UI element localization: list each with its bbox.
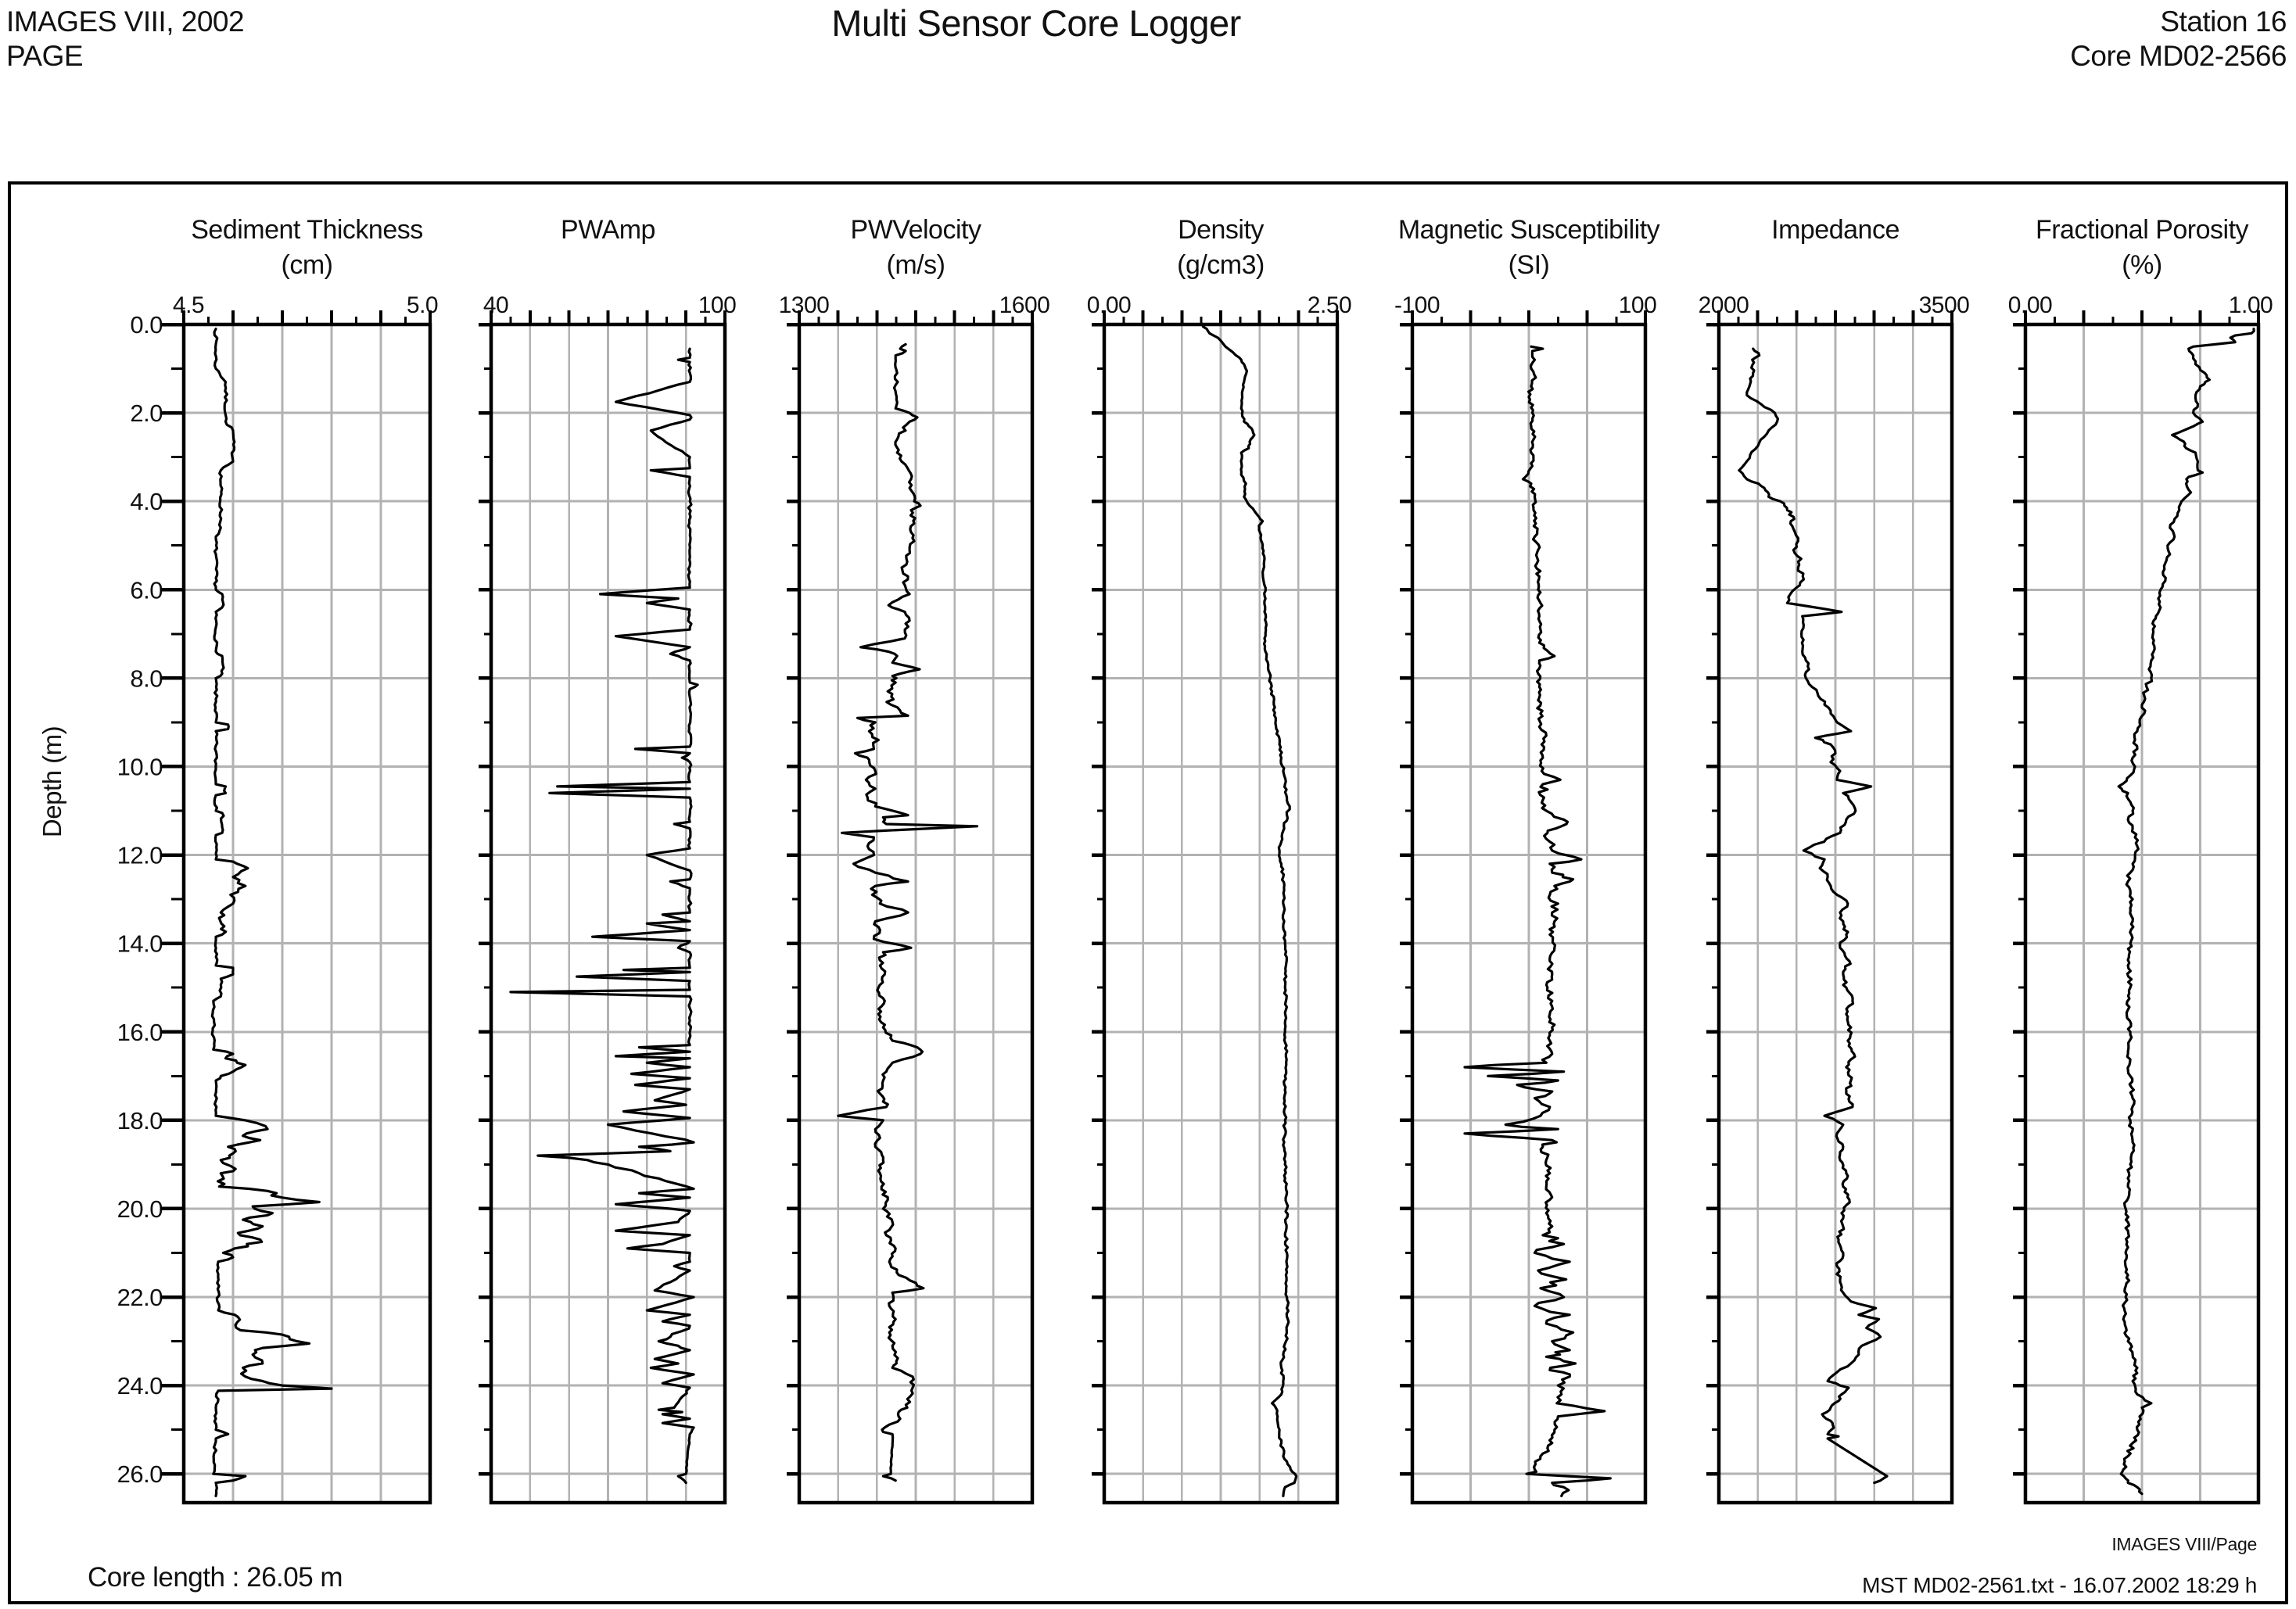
panel-title: (g/cm3) — [1177, 250, 1265, 280]
project-label: IMAGES VIII, 2002 — [6, 5, 245, 38]
axis-min-label: 1300 — [779, 292, 830, 318]
panel-border — [489, 322, 727, 1505]
header-project-page: IMAGES VIII, 2002 PAGE — [6, 5, 245, 73]
axis-max-label: 1.00 — [2229, 292, 2273, 318]
data-trace — [2117, 328, 2255, 1496]
axis-max-label: 2.50 — [1308, 292, 1351, 318]
chart-outer-frame — [8, 181, 2288, 1604]
depth-tick-label: 16.0 — [117, 1019, 163, 1046]
data-trace — [509, 347, 699, 1485]
panel-border — [181, 322, 432, 1505]
panel-pwvelocity: PWVelocity (m/s) 1300 1600 — [779, 215, 1050, 1505]
axis-min-label: 40 — [483, 292, 508, 318]
station-label: Station 16 — [2160, 5, 2287, 38]
depth-tick-label: 22.0 — [117, 1284, 163, 1311]
depth-tick-label: 14.0 — [117, 930, 163, 958]
panel-title: (cm) — [282, 250, 333, 280]
depth-tick-label: 18.0 — [117, 1107, 163, 1134]
depth-tick-label: 0.0 — [130, 311, 163, 339]
depth-tick-label: 10.0 — [117, 753, 163, 780]
panel-title: Density — [1178, 215, 1264, 245]
depth-tick-label: 6.0 — [130, 576, 163, 604]
axis-max-label: 3500 — [1919, 292, 1970, 318]
page-title: Multi Sensor Core Logger — [831, 2, 1241, 44]
data-trace — [837, 342, 979, 1482]
panel-border — [1410, 322, 1648, 1505]
axis-min-label: -100 — [1394, 292, 1440, 318]
panel-magnetic-susceptibility: Magnetic Susceptibility (SI) -100 100 — [1394, 215, 1660, 1505]
depth-tick-label: 20.0 — [117, 1195, 163, 1223]
axis-min-label: 0.00 — [2008, 292, 2052, 318]
panel-title: Sediment Thickness — [191, 215, 423, 245]
depth-tick-label: 12.0 — [117, 842, 163, 869]
panel-title: Magnetic Susceptibility — [1398, 215, 1660, 245]
depth-tick-label: 26.0 — [117, 1460, 163, 1488]
axis-max-label: 1600 — [999, 292, 1050, 318]
panel-border — [2023, 322, 2261, 1505]
core-label: Core MD02-2566 — [2070, 39, 2287, 72]
axis-max-label: 5.0 — [407, 292, 438, 318]
panel-pwamp: PWAmp 40 100 — [479, 215, 737, 1505]
panel-density: Density (g/cm3) 0.00 2.50 — [1087, 215, 1352, 1505]
panel-sediment-thickness: Sediment Thickness (cm) 4.5 5.0 — [160, 215, 439, 1505]
core-length-label: Core length : 26.05 m — [88, 1562, 343, 1593]
page-label: PAGE — [6, 39, 84, 72]
panel-title: PWAmp — [561, 215, 655, 245]
panel-fractional-porosity: Fractional Porosity (%) 0.00 1.00 — [2008, 215, 2273, 1505]
depth-tick-label: 8.0 — [130, 665, 163, 692]
panel-border — [1717, 322, 1954, 1505]
panel-title: PWVelocity — [851, 215, 981, 245]
data-trace — [1738, 347, 1889, 1485]
panel-title: (%) — [2122, 250, 2161, 280]
depth-axis-title: Depth (m) — [38, 726, 66, 837]
data-trace — [1201, 326, 1298, 1498]
header-station-core: Station 16 Core MD02-2566 — [2070, 5, 2287, 73]
panel-title: Fractional Porosity — [2036, 215, 2249, 245]
credit-label: IMAGES VIII/Page — [2111, 1534, 2257, 1554]
axis-max-label: 100 — [1619, 292, 1657, 318]
depth-tick-label: 2.0 — [130, 400, 163, 427]
depth-tick-label: 24.0 — [117, 1372, 163, 1399]
data-trace — [1463, 345, 1612, 1498]
panel-impedance: Impedance 2000 3500 — [1699, 215, 1970, 1505]
panel-title: Impedance — [1771, 215, 1900, 245]
panel-title: (SI) — [1509, 250, 1550, 280]
depth-tick-label: 4.0 — [130, 488, 163, 515]
data-trace — [210, 328, 333, 1498]
axis-max-label: 100 — [698, 292, 737, 318]
panel-title: (m/s) — [887, 250, 945, 280]
panel-border — [797, 322, 1035, 1505]
file-info-label: MST MD02-2561.txt - 16.07.2002 18:29 h — [1862, 1573, 2257, 1597]
axis-min-label: 4.5 — [173, 292, 204, 318]
axis-min-label: 2000 — [1699, 292, 1749, 318]
axis-min-label: 0.00 — [1087, 292, 1131, 318]
panel-border — [1102, 322, 1340, 1505]
